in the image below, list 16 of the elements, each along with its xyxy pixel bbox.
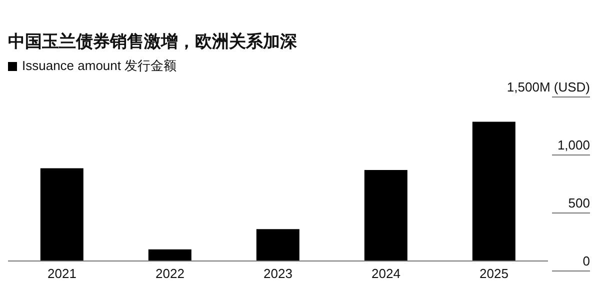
y-tick-label: 500 [568,196,590,211]
y-tick-label: 1,500M (USD) [506,80,590,95]
x-tick-label: 2021 [48,266,76,282]
legend-label: Issuance amount 发行金额 [22,57,177,75]
bar [40,168,84,261]
y-tick-label: 0 [582,254,590,269]
x-tick-label: 2022 [156,266,184,282]
y-tick-label: 1,000 [557,138,590,153]
x-tick-label: 2023 [264,266,292,282]
chart-title: 中国玉兰债券销售激增，欧洲关系加深 [8,31,298,53]
bar [256,229,300,261]
x-tick-label: 2024 [372,266,400,282]
bar [472,122,516,261]
bar [364,170,408,261]
bar [148,249,192,261]
x-tick-label: 2025 [480,266,508,282]
